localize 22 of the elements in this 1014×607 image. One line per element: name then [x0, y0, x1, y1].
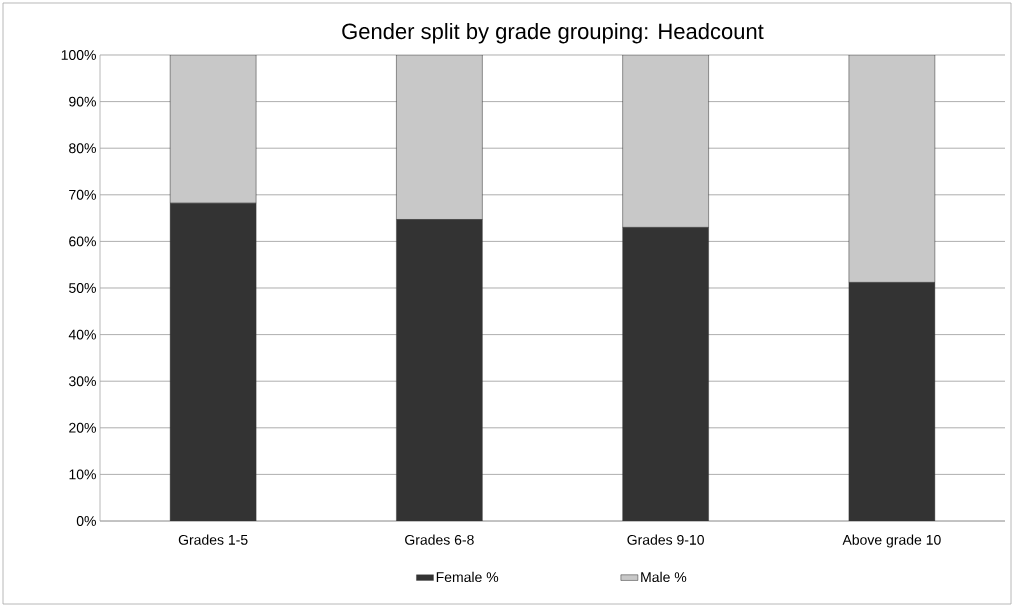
x-tick-label: Above grade 10: [842, 534, 941, 548]
y-tick-label: 0%: [76, 516, 96, 526]
bar: [169, 54, 257, 204]
y-tick-label: 40%: [68, 329, 96, 340]
y-tick-label: 80%: [69, 143, 96, 154]
legend-label: Male %: [641, 571, 687, 583]
y-tick-label: 30%: [68, 376, 96, 387]
x-tick-label: Grades 9-10: [627, 534, 704, 545]
y-tick-label: 60%: [69, 236, 96, 247]
y-tick-label: 20%: [69, 422, 96, 433]
chart-title: Gender split by grade grouping: Headcount: [342, 22, 764, 44]
y-tick-label: 90%: [69, 96, 96, 107]
y-tick-label: 10%: [69, 469, 96, 480]
x-tick-label: Grades 1-5: [178, 534, 248, 545]
y-tick-label: 100%: [61, 50, 96, 60]
x-tick-label: Grades 6-8: [405, 534, 474, 545]
bar: [622, 54, 709, 228]
y-tick-label: 50%: [69, 283, 96, 293]
bar: [848, 54, 936, 283]
bar: [396, 54, 483, 220]
legend-label: Female %: [436, 571, 499, 583]
y-tick-label: 70%: [69, 189, 96, 200]
